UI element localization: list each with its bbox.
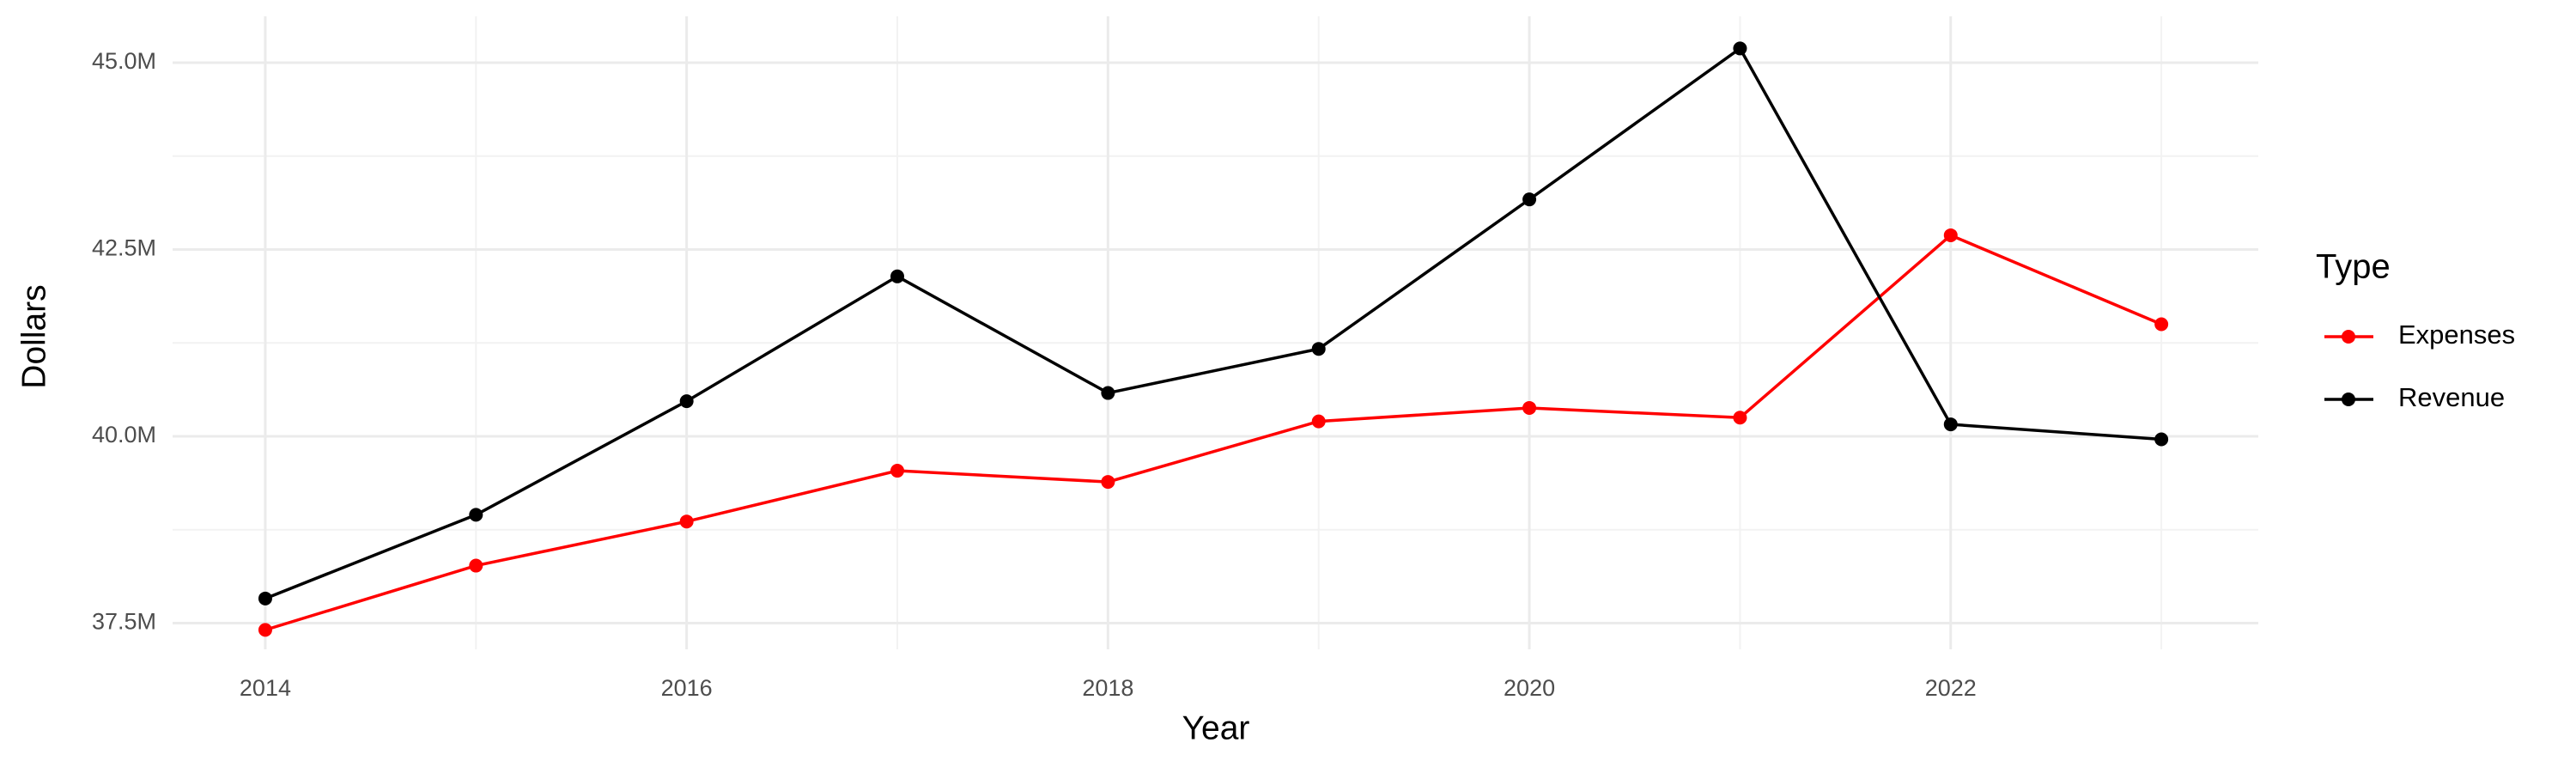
x-tick-label: 2020 bbox=[1504, 675, 1555, 701]
data-point bbox=[1733, 41, 1747, 56]
legend-key-point bbox=[2342, 393, 2355, 406]
data-point bbox=[1101, 475, 1115, 490]
data-point bbox=[1733, 411, 1747, 425]
data-point bbox=[1311, 342, 1326, 356]
y-tick-label: 45.0M bbox=[92, 48, 156, 74]
y-tick-label: 40.0M bbox=[92, 422, 156, 447]
x-tick-label: 2016 bbox=[661, 675, 713, 701]
legend-label: Revenue bbox=[2398, 382, 2505, 412]
data-point bbox=[1522, 192, 1537, 207]
x-tick-label: 2022 bbox=[1925, 675, 1977, 701]
legend-label: Expenses bbox=[2398, 320, 2515, 350]
data-point bbox=[1943, 228, 1958, 242]
data-point bbox=[258, 591, 272, 606]
x-tick-label: 2018 bbox=[1082, 675, 1133, 701]
data-point bbox=[1522, 400, 1537, 415]
data-point bbox=[1101, 386, 1115, 400]
data-point bbox=[679, 514, 694, 529]
data-point bbox=[2154, 317, 2169, 332]
y-tick-label: 42.5M bbox=[92, 235, 156, 261]
data-point bbox=[469, 558, 483, 573]
legend-key-point bbox=[2342, 330, 2355, 344]
x-tick-label: 2014 bbox=[240, 675, 291, 701]
x-axis-title: Year bbox=[1182, 709, 1250, 746]
data-point bbox=[469, 508, 483, 522]
data-point bbox=[890, 269, 905, 283]
data-point bbox=[679, 394, 694, 409]
data-point bbox=[258, 623, 272, 637]
data-point bbox=[890, 464, 905, 478]
y-tick-label: 37.5M bbox=[92, 609, 156, 635]
series-line bbox=[264, 46, 2162, 600]
legend-title: Type bbox=[2316, 248, 2391, 286]
y-axis-title: Dollars bbox=[15, 284, 52, 388]
data-point bbox=[1943, 417, 1958, 432]
data-point bbox=[1311, 414, 1326, 429]
series-line bbox=[264, 233, 2162, 632]
data-point bbox=[2154, 432, 2169, 447]
